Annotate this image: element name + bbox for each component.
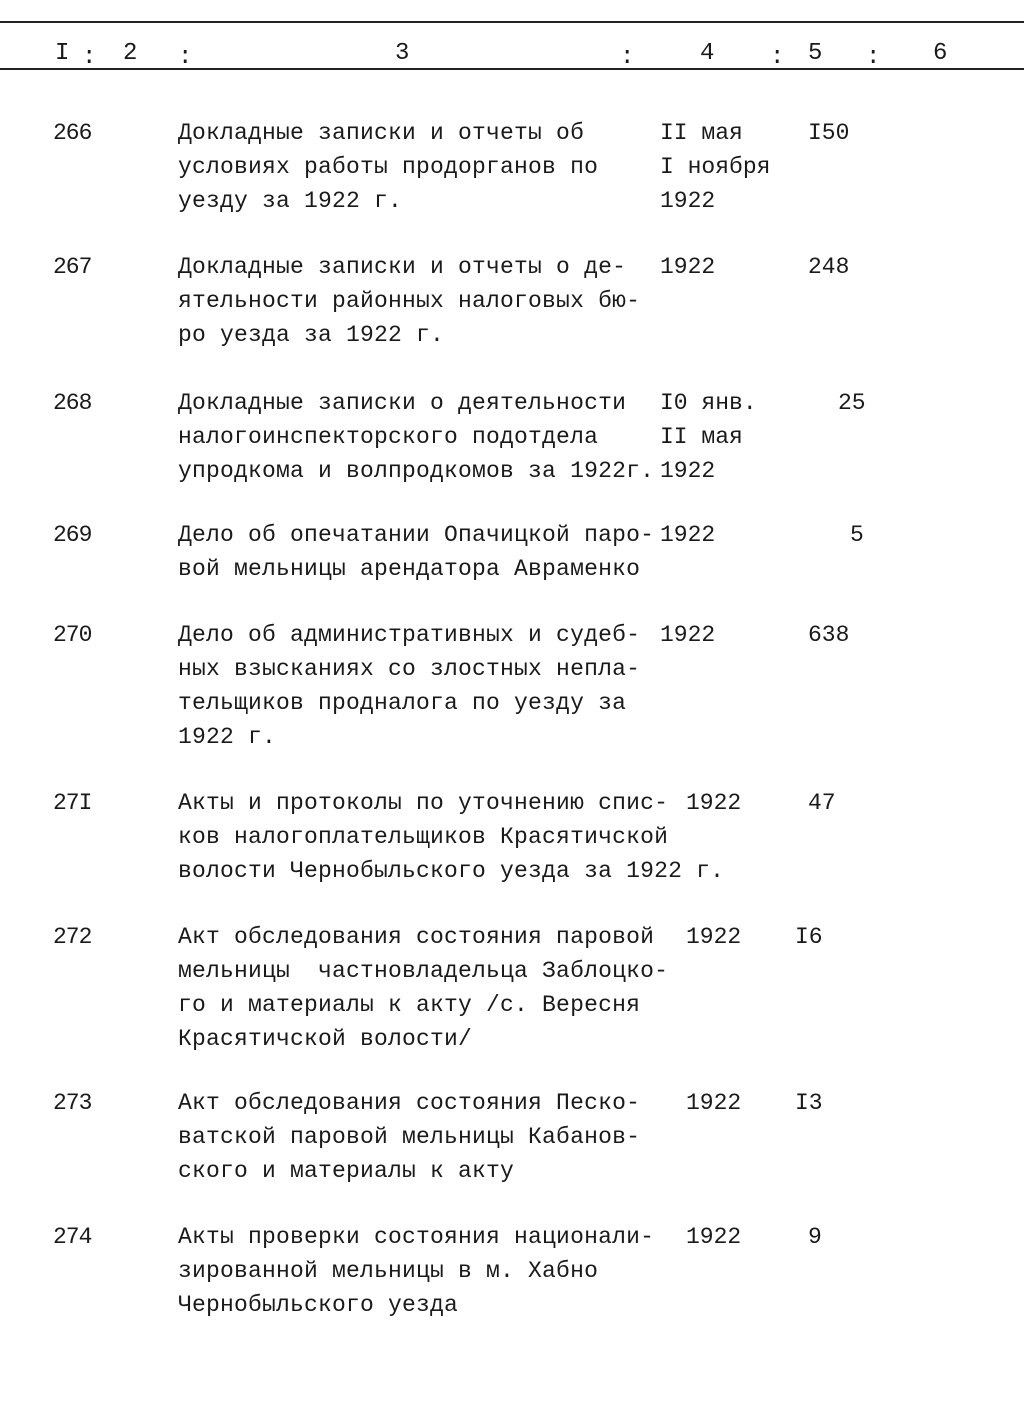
description-line: Акты проверки состояния национали- [178, 1224, 655, 1250]
column-separator: : [178, 44, 193, 71]
description-line: Акт обследования состояния Песко- [178, 1090, 641, 1116]
item-date: 1922 [686, 1220, 741, 1254]
item-number: 266 [53, 120, 92, 146]
date-line: II мая [660, 424, 743, 450]
item-description: Акт обследования состояния Песко-ватской… [178, 1086, 640, 1188]
item-description: Докладные записки и отчеты о де-ятельнос… [178, 250, 640, 352]
description-line: ятельности районных налоговых бю- [178, 288, 641, 314]
item-description: Докладные записки и отчеты об условиях ра… [178, 116, 598, 218]
column-header-1: I [55, 40, 70, 67]
description-line: Чернобыльского уезда [178, 1292, 459, 1318]
description-line: Акт обследования состояния паровой [178, 924, 655, 950]
date-line: II мая [660, 120, 743, 146]
description-line: го и материалы к акту /с. Вересня [178, 992, 641, 1018]
date-line: 1922 [660, 622, 716, 648]
description-line: Дело об административных и судеб- [178, 622, 641, 648]
date-line: 1922 [686, 790, 742, 816]
description-line: Докладные записки и отчеты об [178, 120, 585, 146]
date-line: 1922 [686, 924, 742, 950]
description-line: налогоинспекторского подотдела [178, 424, 599, 450]
item-description: Акты и протоколы по уточнению спис-ков н… [178, 786, 724, 888]
item-description: Акты проверки состояния национали-зирова… [178, 1220, 654, 1322]
date-line: I ноября [660, 154, 771, 180]
page-count: I50 [808, 120, 850, 146]
item-number: 269 [53, 522, 92, 548]
header-top-rule [0, 21, 1024, 23]
description-line: ро уезда за 1922 г. [178, 322, 445, 348]
description-line: условиях работы продорганов по [178, 154, 599, 180]
description-line: ского и материалы к акту [178, 1158, 515, 1184]
description-line: ков налогоплательщиков Красятичской [178, 824, 669, 850]
description-line: вой мельницы арендатора Авраменко [178, 556, 641, 582]
description-line: волости Чернобыльского уезда за 1922 г. [178, 858, 725, 884]
description-line: тельщиков продналога по уезду за [178, 690, 627, 716]
item-description: Дело об опечатании Опачицкой паро-вой ме… [178, 518, 654, 586]
page-count: 638 [808, 622, 850, 648]
description-line: мельницы частновладельца Заблоцко- [178, 958, 669, 984]
column-header-3: 3 [395, 40, 410, 67]
page-count: I6 [795, 924, 823, 950]
item-date: 1922 [660, 518, 715, 552]
item-date: 1922 [686, 1086, 741, 1120]
description-line: уезду за 1922 г. [178, 188, 403, 214]
item-date: 1922 [660, 618, 715, 652]
header-bottom-rule [0, 68, 1024, 70]
item-date: I0 янв. II мая 1922 [660, 386, 757, 488]
column-separator: : [620, 44, 635, 71]
page-count: 25 [838, 390, 866, 416]
item-date: 1922 [686, 786, 741, 820]
item-number: 274 [53, 1224, 92, 1250]
date-line: 1922 [660, 522, 716, 548]
column-separator: : [82, 44, 97, 71]
description-line: 1922 г. [178, 724, 277, 750]
description-line: Дело об опечатании Опачицкой паро- [178, 522, 655, 548]
description-line: Акты и протоколы по уточнению спис- [178, 790, 669, 816]
item-number: 27I [53, 790, 92, 816]
item-date: II мая I ноября 1922 [660, 116, 770, 218]
column-header-6: 6 [933, 40, 948, 67]
column-separator: : [866, 44, 881, 71]
page-count: 47 [808, 790, 836, 816]
page-count: 5 [850, 522, 864, 548]
item-date: 1922 [660, 250, 715, 284]
description-line: зированной мельницы в м. Хабно [178, 1258, 599, 1284]
date-line: I0 янв. [660, 390, 757, 416]
item-number: 272 [53, 924, 92, 950]
date-line: 1922 [660, 254, 716, 280]
column-header-2: 2 [123, 40, 138, 67]
item-number: 273 [53, 1090, 92, 1116]
description-line: упродкома и волпродкомов за 1922г. [178, 458, 655, 484]
date-line: 1922 [660, 458, 716, 484]
item-description: Дело об административных и судеб-ных взы… [178, 618, 640, 754]
page-count: 9 [808, 1224, 822, 1250]
date-line: 1922 [686, 1224, 742, 1250]
page-count: 248 [808, 254, 850, 280]
description-line: Докладные записки и отчеты о де- [178, 254, 627, 280]
date-line: 1922 [660, 188, 716, 214]
item-number: 268 [53, 390, 92, 416]
item-number: 270 [53, 622, 92, 648]
description-line: Докладные записки о деятельности [178, 390, 627, 416]
description-line: Красятичской волости/ [178, 1026, 473, 1052]
item-date: 1922 [686, 920, 741, 954]
column-separator: : [770, 44, 785, 71]
description-line: ных взысканиях со злостных непла- [178, 656, 641, 682]
item-number: 267 [53, 254, 92, 280]
description-line: ватской паровой мельницы Кабанов- [178, 1124, 641, 1150]
date-line: 1922 [686, 1090, 742, 1116]
page-count: I3 [795, 1090, 823, 1116]
column-header-4: 4 [700, 40, 715, 67]
item-description: Докладные записки о деятельности налогоин… [178, 386, 654, 488]
column-header-5: 5 [808, 40, 823, 67]
item-description: Акт обследования состояния паровой мельни… [178, 920, 668, 1056]
